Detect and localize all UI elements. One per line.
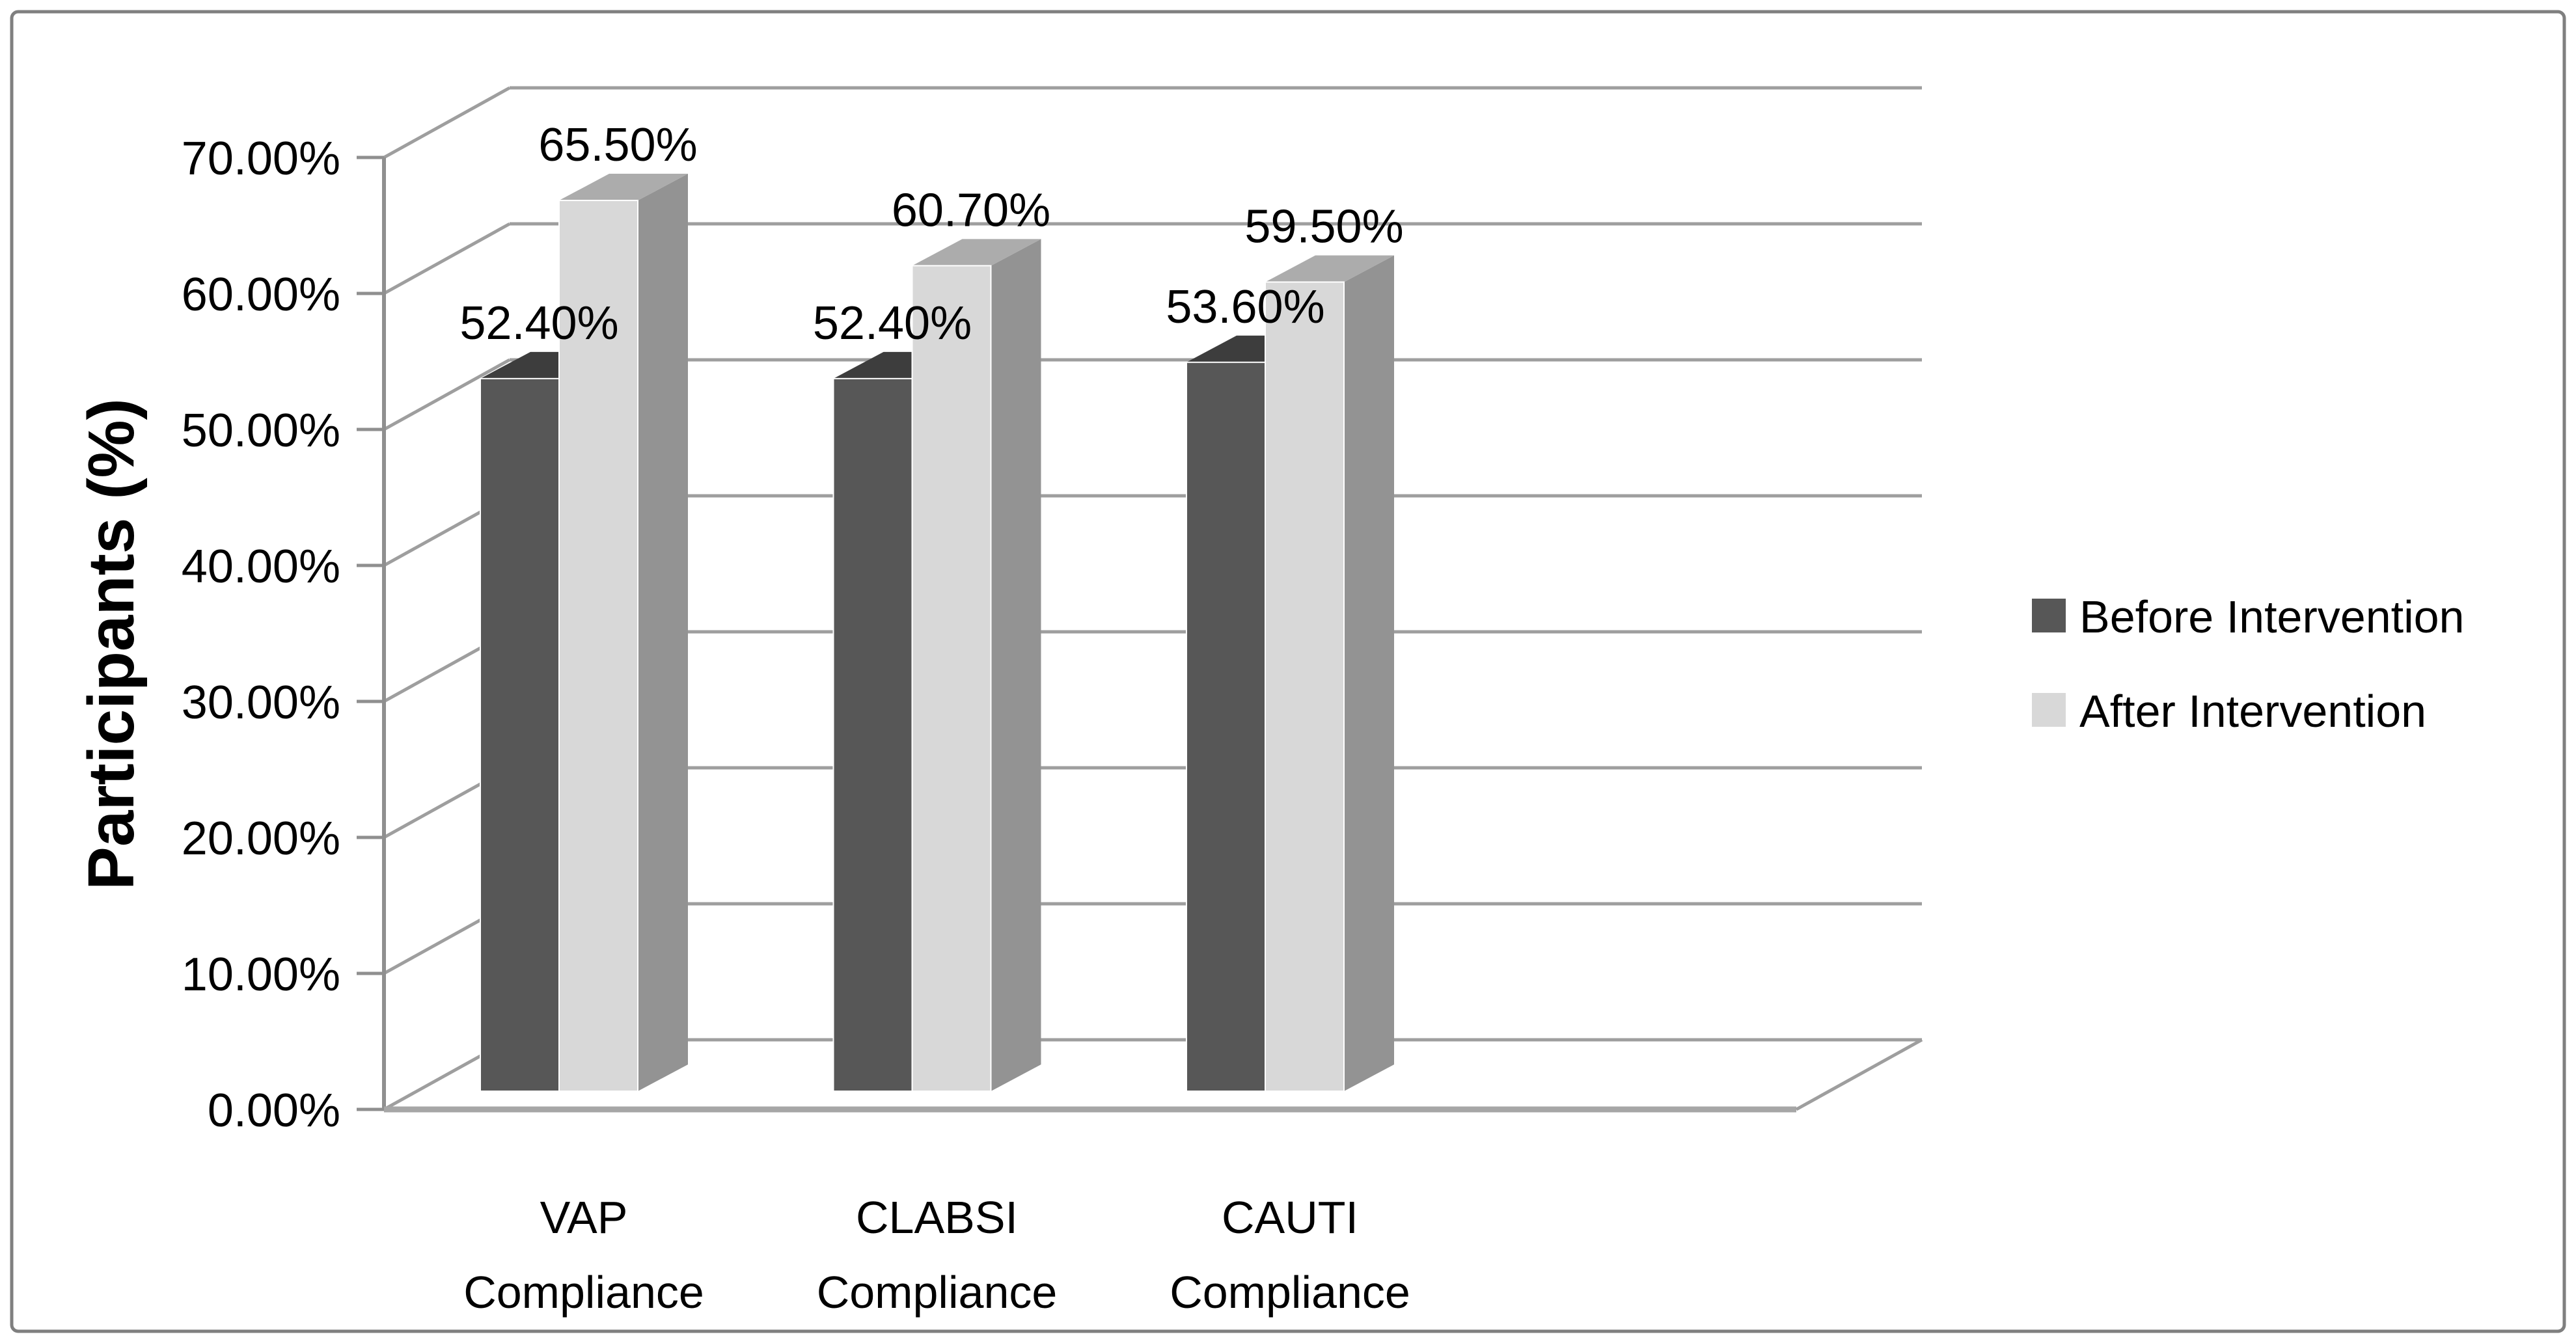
gridline-depth	[383, 358, 511, 431]
data-label-before-cauti: 53.60%	[1166, 281, 1324, 333]
data-label-after-clabsi: 60.70%	[892, 184, 1050, 236]
gridline-depth	[383, 86, 511, 159]
floor-right-depth-edge	[1795, 1038, 1923, 1111]
gridline-depth	[383, 222, 511, 295]
bar-after-vap-side-face	[638, 174, 688, 1091]
bar-before-cauti-front-face	[1186, 361, 1266, 1092]
data-labels-group: 52.40% 65.50% 52.40% 60.70% 53.60% 59.50%	[459, 119, 1403, 349]
category-label-cauti: Compliance	[1170, 1267, 1410, 1318]
bar-after-clabsi-top-face	[912, 239, 1041, 266]
legend-label-after-intervention: After Intervention	[2079, 686, 2426, 737]
category-label-clabsi: CLABSI	[856, 1192, 1018, 1243]
category-label-vap: VAP	[540, 1192, 628, 1243]
bar-after-cauti-front-face	[1265, 281, 1345, 1092]
bar-after-vap-top-face	[559, 174, 688, 201]
axis-group	[357, 156, 1923, 1113]
y-tick-label: 60.00%	[182, 269, 340, 321]
bar-after-vap-front-face	[558, 200, 638, 1092]
bar-before-vap-front-face	[480, 377, 560, 1092]
data-label-before-clabsi: 52.40%	[813, 297, 972, 349]
bar-before-clabsi-front-face	[832, 377, 913, 1092]
y-axis-title: Participants (%)	[75, 398, 148, 890]
y-tick-label: 70.00%	[182, 133, 340, 185]
data-label-before-vap: 52.40%	[459, 297, 618, 349]
legend-label-before-intervention: Before Intervention	[2079, 591, 2464, 642]
y-tick-label: 20.00%	[182, 813, 340, 865]
bar-after-clabsi-side-face	[991, 239, 1041, 1091]
tick-labels-group: 0.00% 10.00% 20.00% 30.00% 40.00% 50.00% 60.00…	[182, 133, 340, 1137]
bar-after-cauti-side-face	[1344, 255, 1394, 1092]
data-label-after-cauti: 59.50%	[1244, 200, 1403, 252]
bars-group	[480, 174, 1394, 1092]
category-label-cauti: CAUTI	[1222, 1192, 1358, 1243]
y-tick-label: 10.00%	[182, 949, 340, 1001]
bar-after-cauti-top-face	[1265, 255, 1394, 282]
legend-key-after-intervention	[2032, 693, 2066, 727]
legend-key-before-intervention	[2032, 599, 2066, 632]
bar-after-clabsi-front-face	[911, 265, 992, 1092]
y-tick-label: 50.00%	[182, 405, 340, 457]
y-tick-label: 30.00%	[182, 677, 340, 729]
y-tick-label: 0.00%	[208, 1085, 340, 1137]
y-tick-label: 40.00%	[182, 541, 340, 593]
legend: Before Intervention After Intervention	[2032, 591, 2464, 737]
category-label-vap: Compliance	[463, 1267, 704, 1318]
category-labels-group: VAP Compliance CLABSI Compliance CAUTI Compli…	[463, 1192, 1410, 1318]
figure-border	[10, 10, 2566, 1333]
category-label-clabsi: Compliance	[817, 1267, 1058, 1318]
data-label-after-vap: 65.50%	[538, 119, 697, 171]
